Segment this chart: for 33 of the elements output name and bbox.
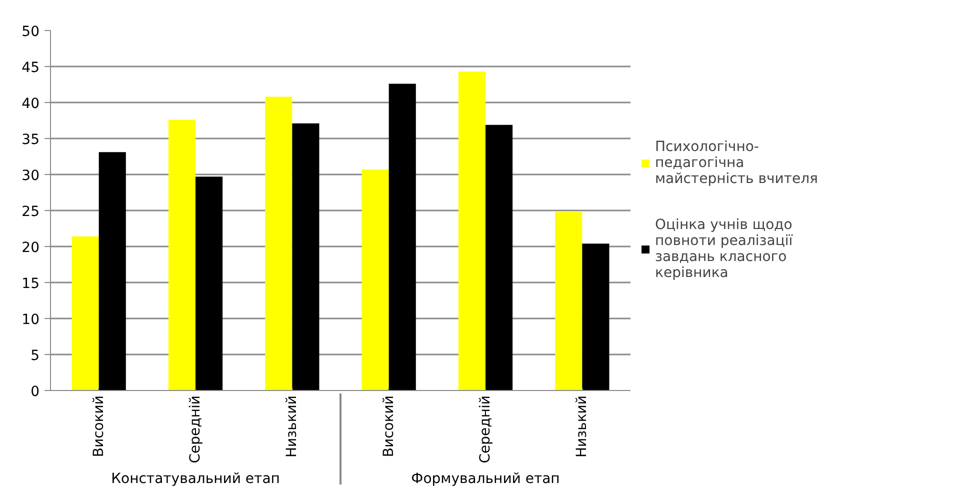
legend-label: Оцінка учнів щодо повноти реалізації завдань класного керівника	[655, 217, 793, 281]
x-tick-label: Низький	[284, 395, 300, 458]
bar	[362, 169, 389, 390]
bar	[72, 236, 99, 390]
y-tick-label: 30	[22, 168, 40, 184]
bar	[292, 123, 320, 390]
text: Констатувальний етап	[111, 471, 280, 488]
y-tick-label: 25	[22, 204, 40, 220]
x-tick-label: Високий	[380, 395, 397, 458]
x-tick-label: Високий	[90, 395, 107, 458]
bar	[196, 176, 223, 390]
y-tick-label: 15	[22, 276, 40, 292]
y-tick-label: 35	[22, 132, 40, 148]
x-tick-label: Середній	[188, 395, 204, 464]
bar	[168, 120, 196, 390]
bar	[265, 96, 292, 390]
y-tick-label: 20	[22, 240, 40, 256]
bar	[555, 212, 582, 390]
bar	[388, 84, 416, 390]
y-tick-label: 0	[30, 384, 40, 400]
y-tick-label: 45	[22, 60, 40, 76]
bar	[98, 152, 126, 390]
x-tick-label: Низький	[574, 395, 590, 458]
y-tick-label: 10	[22, 312, 40, 328]
bar	[458, 72, 486, 390]
y-tick-label: 50	[22, 24, 40, 40]
bar	[486, 124, 513, 390]
y-tick-label: 40	[22, 96, 40, 112]
legend-label: Психологічно-педагогічна майстерність вчителя	[655, 139, 818, 187]
bar	[582, 244, 610, 390]
y-tick-label: 5	[30, 348, 40, 364]
x-tick-label: Середній	[478, 395, 494, 464]
text: Формувальний етап	[411, 471, 560, 488]
